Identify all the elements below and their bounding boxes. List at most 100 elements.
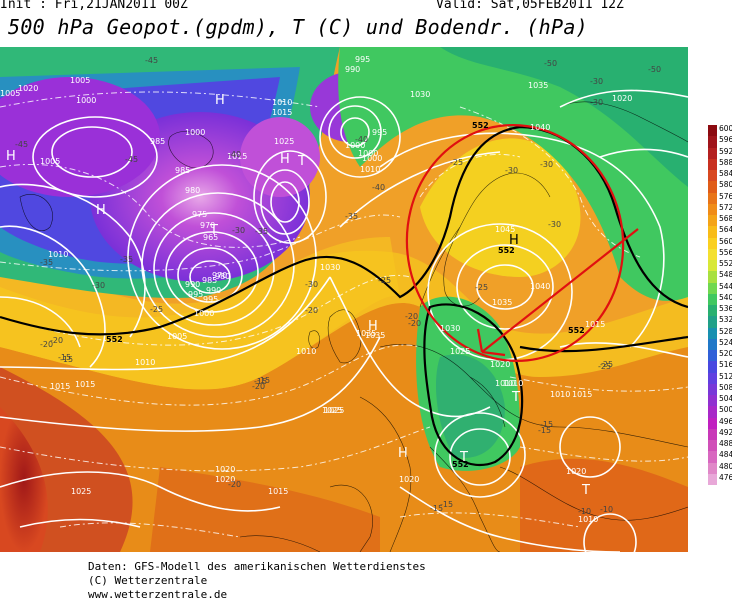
forecast-annotation: [405, 124, 639, 362]
legend-label: 528: [719, 326, 732, 336]
pressure-label: 970: [212, 271, 227, 280]
pressure-label: 995: [188, 290, 203, 299]
system: T: [459, 450, 468, 465]
pressure-label: 1020: [566, 467, 586, 476]
legend-swatch: [708, 395, 717, 407]
system: H: [509, 233, 519, 248]
temp-label: -40: [355, 135, 368, 144]
legend-label: 580: [719, 180, 732, 190]
geo-label: 552: [472, 121, 489, 130]
valid-time: Valid: Sat,05FEB2011 12Z: [436, 0, 624, 12]
temp-label: -25: [150, 305, 163, 314]
temp-label: -15: [540, 420, 553, 429]
legend-label: 568: [719, 214, 732, 223]
legend-swatch: [708, 282, 717, 294]
legend-swatch: [708, 383, 717, 395]
temperature-color-legend: 600 596 592 588 584 580 576 572 568 564 560 556 552 5…: [708, 125, 732, 485]
pressure-label: 1020: [490, 360, 510, 369]
pressure-label: 1010: [578, 515, 598, 524]
legend-label: 520: [719, 349, 732, 358]
pressure-label: 1025: [450, 347, 470, 356]
pressure-label: 1010: [296, 347, 316, 356]
pressure-label: 1045: [495, 225, 515, 234]
pressure-label: 1010: [495, 379, 515, 388]
pressure-label: 1000: [194, 309, 214, 318]
legend-swatch: [708, 350, 717, 362]
system: H: [280, 152, 290, 167]
temp-label: -30: [590, 98, 603, 107]
pressure-label: 980: [185, 186, 200, 195]
legend-swatch: [708, 215, 717, 227]
pressure-label: 1015: [572, 390, 592, 399]
temp-label: -45: [15, 140, 28, 149]
map-title: 500 hPa Geopot.(gpdm), T (C) und Bodendr…: [8, 15, 589, 39]
temp-label: -15: [254, 377, 267, 386]
legend-swatch: [708, 327, 717, 339]
legend-label: 480: [719, 461, 732, 471]
legend-label: 496: [719, 416, 732, 426]
pressure-label: 1005: [167, 332, 187, 341]
legend-swatch: [708, 237, 717, 249]
system: T: [581, 483, 590, 498]
legend-label: 516: [719, 360, 732, 370]
temp-label: -10: [600, 505, 613, 514]
legend-swatch: [708, 125, 717, 137]
pressure-label: 995: [372, 128, 387, 137]
temp-label: -15: [60, 355, 73, 364]
temp-label: -30: [548, 220, 561, 229]
legend-swatch: [708, 271, 717, 283]
pressure-label: 1025: [322, 406, 342, 415]
legend-swatch: [708, 293, 717, 305]
legend-swatch: [708, 192, 717, 204]
legend-label: 544: [719, 281, 732, 291]
legend-label: 556: [719, 247, 732, 257]
pressure-label: 985: [175, 166, 190, 175]
legend-swatch: [708, 462, 717, 474]
legend-label: 492: [719, 427, 732, 437]
geo-label: 552: [568, 326, 585, 335]
pressure-label: 1000: [185, 128, 205, 137]
legend-label: 476: [719, 472, 732, 482]
legend-swatch: [708, 181, 717, 193]
pressure-label: 1040: [530, 123, 550, 132]
legend-swatch: [708, 226, 717, 238]
legend-swatch: [708, 260, 717, 272]
system: T: [297, 154, 306, 169]
legend-label: 584: [719, 169, 732, 178]
pressure-label: 980: [215, 272, 230, 281]
temp-label: -35: [40, 258, 53, 267]
pressure-label: 1020: [399, 475, 419, 484]
legend-swatch: [708, 361, 717, 373]
temp-label: -15: [257, 376, 270, 385]
pressure-label: 1020: [612, 94, 632, 103]
temp-label: -50: [544, 59, 557, 68]
pressure-label: 1035: [492, 298, 512, 307]
legend-swatch: [708, 406, 717, 418]
legend-label: 564: [719, 225, 732, 235]
pressure-label: 1010: [272, 98, 292, 107]
pressure-labels: 1020 1005 1000 985 990 995 1010 1015 102…: [0, 55, 632, 524]
temp-label: -15: [538, 426, 551, 435]
legend-label: 532: [719, 315, 732, 325]
pressure-label: 1025: [274, 137, 294, 146]
temp-label: -35: [120, 255, 133, 264]
legend-swatch: [708, 136, 717, 148]
temp-label: -25: [378, 276, 391, 285]
weather-map: 1020 1005 1000 985 990 995 1010 1015 102…: [0, 47, 688, 552]
legend-swatch: [708, 305, 717, 317]
temp-label: -20: [252, 382, 265, 391]
legend-label: 560: [719, 236, 732, 246]
pressure-label: 1015: [75, 380, 95, 389]
pressure-label: 1015: [268, 487, 288, 496]
temp-label: -20: [50, 336, 63, 345]
pressure-label: 965: [203, 233, 218, 242]
pressure-label: 1020: [18, 84, 38, 93]
legend-swatch: [708, 440, 717, 452]
pressure-label: 1040: [530, 282, 550, 291]
pressure-label: 985: [150, 137, 165, 146]
pressure-label: 1005: [70, 76, 90, 85]
website-credit: www.wetterzentrale.de: [88, 588, 228, 601]
legend-label: 504: [719, 394, 732, 403]
pressure-label: 990: [345, 65, 360, 74]
legend-swatch: [708, 147, 717, 159]
